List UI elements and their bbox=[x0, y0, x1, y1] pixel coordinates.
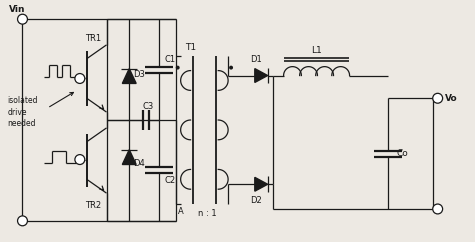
Text: L1: L1 bbox=[311, 46, 322, 55]
Text: TR2: TR2 bbox=[85, 201, 101, 210]
Circle shape bbox=[18, 216, 28, 226]
Text: C2: C2 bbox=[165, 176, 176, 185]
Circle shape bbox=[229, 66, 233, 70]
Polygon shape bbox=[123, 150, 136, 165]
Text: Co: Co bbox=[396, 149, 408, 158]
Polygon shape bbox=[123, 69, 136, 83]
Polygon shape bbox=[255, 177, 267, 191]
Text: D1: D1 bbox=[250, 55, 262, 64]
Text: D4: D4 bbox=[133, 159, 145, 168]
Circle shape bbox=[176, 66, 180, 70]
Text: isolated: isolated bbox=[8, 96, 38, 105]
Text: Vo: Vo bbox=[445, 94, 457, 103]
Text: C1: C1 bbox=[165, 55, 176, 64]
Text: D3: D3 bbox=[133, 70, 145, 79]
Text: Vin: Vin bbox=[9, 5, 25, 14]
Circle shape bbox=[18, 14, 28, 24]
Text: T1: T1 bbox=[185, 43, 196, 52]
Circle shape bbox=[75, 155, 85, 165]
Polygon shape bbox=[255, 69, 267, 83]
Text: drive: drive bbox=[8, 108, 27, 117]
Circle shape bbox=[433, 204, 443, 214]
Text: C3: C3 bbox=[142, 102, 153, 111]
Text: A: A bbox=[178, 207, 183, 216]
Text: needed: needed bbox=[8, 120, 36, 129]
Text: D2: D2 bbox=[250, 196, 262, 204]
Text: n : 1: n : 1 bbox=[199, 209, 217, 219]
Circle shape bbox=[433, 93, 443, 103]
Text: TR1: TR1 bbox=[85, 34, 101, 44]
Circle shape bbox=[75, 74, 85, 83]
